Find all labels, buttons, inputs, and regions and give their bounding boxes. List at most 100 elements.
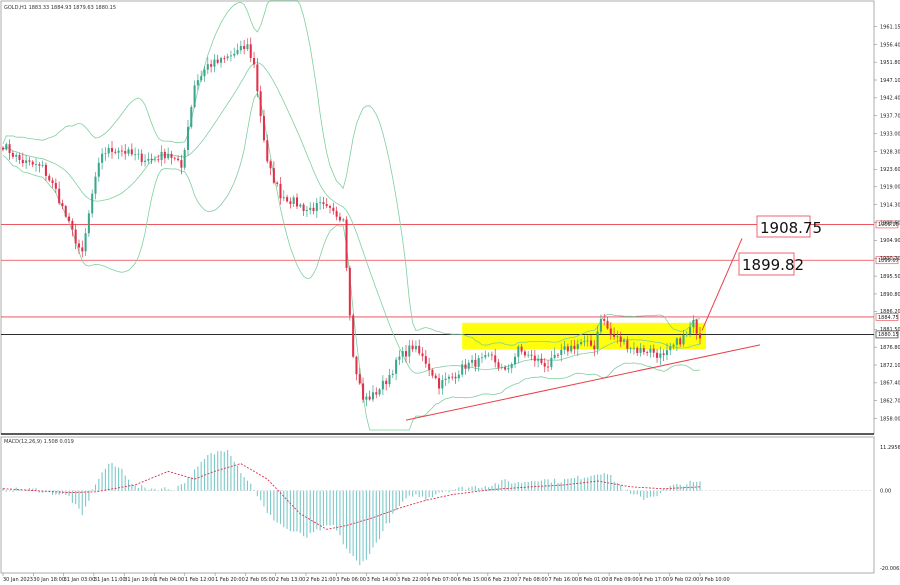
candle-41 — [137, 148, 140, 160]
candle-130 — [431, 368, 434, 379]
candle-172 — [570, 339, 573, 354]
macd-panel-frame — [0, 436, 875, 574]
candle-178 — [589, 335, 593, 348]
bb-upper — [2, 0, 701, 346]
candle-205 — [679, 336, 682, 347]
macd-signal-line — [2, 463, 701, 530]
candle-body — [533, 355, 536, 361]
candle-42 — [140, 149, 143, 166]
y-tick-label-3: 1947.10 — [880, 78, 900, 84]
candle-47 — [157, 154, 160, 163]
candle-80 — [266, 134, 269, 164]
candle-89 — [295, 193, 299, 209]
candle-15 — [51, 177, 54, 189]
candle-58 — [193, 80, 196, 109]
candle-body — [338, 216, 341, 221]
candle-body — [474, 359, 477, 367]
candle-body — [497, 362, 500, 368]
candle-31 — [104, 147, 107, 161]
candle-body — [216, 59, 219, 63]
candle-118 — [391, 369, 394, 378]
candle-144 — [477, 355, 480, 372]
candle-body — [286, 197, 289, 202]
candle-body — [507, 368, 510, 370]
candle-body — [675, 338, 678, 345]
candle-180 — [596, 325, 599, 355]
candle-body — [371, 392, 374, 400]
candle-body — [150, 158, 153, 161]
x-tick-label-6: 1 Feb 12:00 — [185, 577, 215, 583]
candle-body — [305, 209, 308, 211]
candle-body — [246, 44, 249, 50]
candle-38 — [127, 146, 130, 157]
candle-197 — [652, 344, 655, 358]
candle-206 — [682, 329, 685, 347]
candle-body — [259, 91, 262, 117]
candle-body — [289, 201, 292, 204]
candle-20 — [68, 212, 71, 223]
candle-66 — [219, 56, 223, 68]
candle-body — [35, 164, 38, 166]
candle-body — [388, 374, 391, 385]
candle-12 — [41, 160, 44, 168]
candle-body — [517, 346, 520, 357]
candle-body — [269, 161, 272, 169]
candle-body — [434, 375, 437, 379]
candle-body — [652, 348, 655, 353]
candle-187 — [619, 331, 622, 347]
candle-body — [348, 267, 351, 316]
candle-181 — [599, 314, 602, 335]
bb-middle — [2, 62, 701, 374]
candle-body — [553, 354, 556, 358]
candle-body — [332, 207, 335, 212]
candle-90 — [299, 203, 302, 208]
candle-4 — [15, 152, 18, 163]
candle-115 — [381, 375, 384, 396]
candle-92 — [305, 206, 308, 217]
candle-body — [15, 155, 18, 157]
candle-69 — [229, 50, 232, 62]
candle-185 — [613, 327, 616, 340]
candle-54 — [180, 154, 183, 175]
candle-body — [682, 335, 685, 345]
candle-121 — [401, 346, 404, 363]
candle-body — [560, 349, 563, 356]
candle-139 — [461, 360, 464, 378]
candle-192 — [636, 346, 639, 356]
candle-body — [626, 340, 629, 349]
candle-body — [464, 364, 467, 369]
candle-114 — [378, 388, 381, 397]
candle-body — [236, 50, 239, 54]
x-tick-label-16: 6 Feb 23:00 — [488, 577, 518, 583]
candle-body — [203, 69, 206, 77]
candle-137 — [454, 372, 457, 384]
macd-y-tick-1: 0.00 — [880, 488, 891, 494]
y-tick-label-15: 1890.80 — [880, 292, 900, 298]
candle-body — [487, 354, 490, 356]
candle-190 — [629, 346, 632, 354]
candle-131 — [434, 373, 437, 380]
candle-body — [461, 364, 464, 375]
candle-body — [589, 340, 593, 346]
candle-body — [438, 378, 441, 389]
candle-154 — [510, 362, 513, 374]
candle-body — [94, 176, 97, 194]
candle-body — [68, 216, 71, 221]
candle-136 — [451, 372, 454, 381]
candle-body — [424, 356, 427, 364]
candle-body — [467, 362, 470, 369]
candle-175 — [580, 339, 583, 346]
y-tick-label-13: 1900.20 — [880, 256, 900, 262]
candle-109 — [362, 377, 365, 403]
candle-body — [229, 55, 232, 57]
candle-body — [266, 140, 269, 162]
candle-body — [210, 64, 213, 67]
candle-body — [689, 327, 692, 335]
candle-1 — [5, 142, 8, 151]
candle-body — [358, 374, 361, 384]
x-tick-label-22: 9 Feb 02:00 — [670, 577, 700, 583]
candle-body — [107, 148, 110, 154]
candle-body — [223, 58, 226, 59]
candle-72 — [239, 40, 242, 54]
candle-189 — [626, 336, 629, 353]
